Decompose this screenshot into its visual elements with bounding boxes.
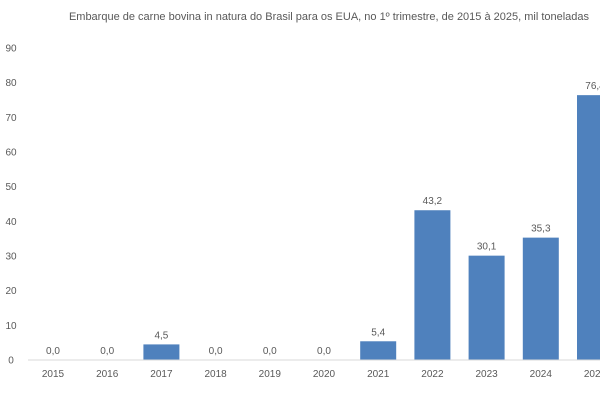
data-label-2022: 43,2 (423, 196, 443, 207)
bar-2022 (414, 210, 451, 360)
y-tick-label: 90 (5, 44, 17, 55)
data-label-2025: 76,4 (585, 81, 600, 92)
y-tick-label: 60 (5, 148, 17, 159)
x-tick-label-2022: 2022 (421, 369, 444, 380)
y-tick-label: 10 (5, 321, 17, 332)
data-label-2024: 35,3 (531, 224, 551, 235)
bar-2017 (143, 344, 180, 360)
x-tick-label-2021: 2021 (367, 369, 390, 380)
data-label-2015: 0,0 (46, 346, 60, 357)
y-tick-label: 70 (5, 113, 17, 124)
data-label-2019: 0,0 (263, 346, 277, 357)
y-tick-label: 0 (8, 356, 14, 367)
x-tick-label-2019: 2019 (259, 369, 282, 380)
y-axis-ticks: 0 10 20 30 40 50 60 70 80 90 (5, 44, 17, 367)
x-tick-label-2015: 2015 (42, 369, 65, 380)
data-label-2016: 0,0 (100, 346, 114, 357)
bar-2024 (522, 237, 559, 360)
data-labels: 0,0 0,0 4,5 0,0 0,0 0,0 5,4 43,2 30,1 35,3 76,4 (46, 81, 600, 357)
x-tick-label-2020: 2020 (313, 369, 336, 380)
x-tick-label-2018: 2018 (204, 369, 227, 380)
y-tick-label: 40 (5, 217, 17, 228)
bars (143, 95, 600, 360)
x-tick-label-2024: 2024 (530, 369, 553, 380)
x-tick-label-2025: 2025 (584, 369, 600, 380)
data-label-2021: 5,4 (371, 327, 385, 338)
x-axis-ticks: 2015 2016 2017 2018 2019 2020 2021 2022 2023 2024… (42, 369, 600, 380)
bar-2023 (468, 255, 505, 360)
bar-2021 (360, 341, 397, 360)
data-label-2023: 30,1 (477, 242, 497, 253)
y-tick-label: 30 (5, 252, 17, 263)
y-tick-label: 50 (5, 182, 17, 193)
y-tick-label: 80 (5, 78, 17, 89)
x-tick-label-2017: 2017 (150, 369, 173, 380)
data-label-2017: 4,5 (154, 330, 168, 341)
data-label-2018: 0,0 (209, 346, 223, 357)
x-tick-label-2016: 2016 (96, 369, 119, 380)
bar-2025 (577, 95, 600, 360)
x-tick-label-2023: 2023 (475, 369, 498, 380)
data-label-2020: 0,0 (317, 346, 331, 357)
y-tick-label: 20 (5, 286, 17, 297)
chart-title: Embarque de carne bovina in natura do Br… (68, 11, 590, 23)
